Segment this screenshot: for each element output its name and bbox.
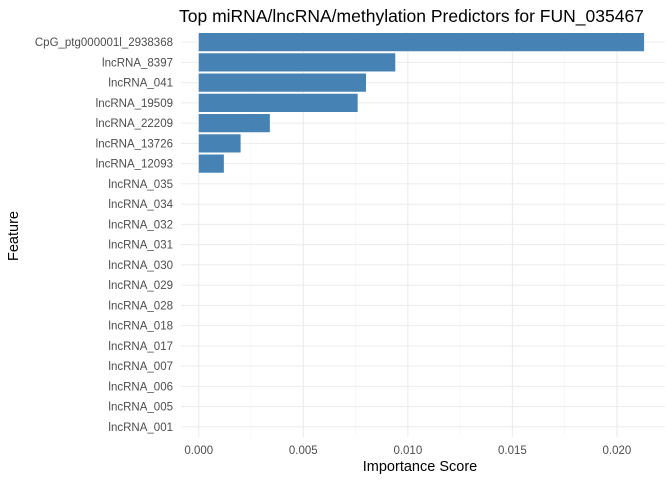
- x-tick-labels: 0.000 0.005 0.010 0.015 0.020: [184, 445, 631, 457]
- y-tick-label: lncRNA_13726: [96, 138, 173, 150]
- y-tick-label: lncRNA_005: [108, 402, 173, 414]
- x-axis-title: Importance Score: [363, 459, 477, 475]
- x-tick-label: 0.010: [393, 445, 422, 457]
- bar-lncrna-19509: [198, 93, 358, 112]
- y-tick-label: lncRNA_028: [108, 300, 173, 312]
- y-tick-label: lncRNA_12093: [96, 159, 173, 171]
- y-tick-label: CpG_ptg000001l_2938368: [35, 37, 173, 49]
- y-axis-title: Feature: [6, 211, 22, 261]
- y-tick-label: lncRNA_8397: [102, 57, 173, 69]
- chart-title: Top miRNA/lncRNA/methylation Predictors …: [179, 6, 644, 27]
- bar-lncrna-13726: [198, 134, 241, 153]
- bar-cpg-ptg000001l-2938368: [198, 33, 645, 52]
- x-tick-label: 0.015: [498, 445, 527, 457]
- y-tick-label: lncRNA_006: [108, 381, 173, 393]
- y-tick-label: lncRNA_041: [108, 78, 173, 90]
- y-tick-label: lncRNA_030: [108, 260, 173, 272]
- y-tick-label: lncRNA_035: [108, 179, 173, 191]
- x-tick-label: 0.020: [603, 445, 632, 457]
- y-tick-label: lncRNA_034: [108, 199, 173, 211]
- y-tick-labels: CpG_ptg000001l_2938368 lncRNA_8397 lncRNA_…: [35, 37, 174, 434]
- y-tick-label: lncRNA_19509: [96, 98, 173, 110]
- x-tick-label: 0.000: [184, 445, 213, 457]
- bars: [198, 33, 645, 173]
- bar-lncrna-041: [198, 73, 367, 92]
- y-tick-label: lncRNA_001: [108, 422, 173, 434]
- y-tick-label: lncRNA_029: [108, 280, 173, 292]
- y-tick-label: lncRNA_22209: [96, 118, 173, 130]
- bar-lncrna-12093: [198, 154, 224, 173]
- bar-lncrna-8397: [198, 53, 396, 72]
- y-tick-label: lncRNA_031: [108, 240, 173, 252]
- y-tick-label: lncRNA_032: [108, 219, 173, 231]
- x-tick-label: 0.005: [289, 445, 318, 457]
- y-tick-label: lncRNA_007: [108, 361, 173, 373]
- bar-lncrna-22209: [198, 114, 270, 133]
- y-tick-label: lncRNA_018: [108, 321, 173, 333]
- y-tick-label: lncRNA_017: [108, 341, 173, 353]
